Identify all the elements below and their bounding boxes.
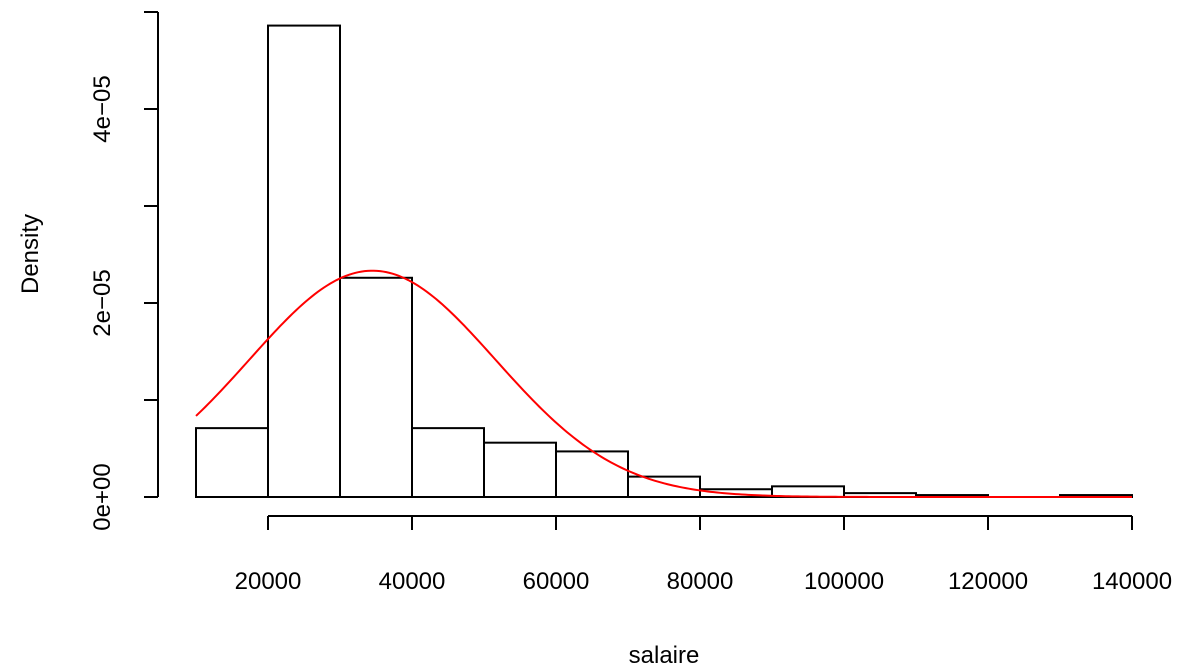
x-tick-label: 20000	[235, 568, 302, 595]
histogram-bar	[267, 24, 341, 499]
y-tick-label: 4e−05	[89, 75, 116, 142]
y-axis: 0e+00 2e−05 4e−05	[89, 11, 159, 531]
histogram-bar	[411, 427, 485, 499]
histogram-bar	[483, 441, 557, 498]
density-curve	[195, 269, 1132, 498]
x-tick-label: 100000	[804, 568, 884, 595]
x-axis-label: salaire	[629, 642, 700, 666]
x-tick-label: 140000	[1092, 568, 1172, 595]
histogram-bars	[195, 24, 1133, 499]
x-tick-label: 40000	[379, 568, 446, 595]
histogram-bar	[555, 450, 629, 499]
x-tick-label: 80000	[667, 568, 734, 595]
y-axis-label: Density	[17, 214, 44, 294]
x-axis: 20000 40000 60000 80000 100000 120000 140000	[235, 515, 1172, 595]
x-tick-label: 120000	[948, 568, 1028, 595]
y-tick-label: 2e−05	[89, 269, 116, 336]
histogram-bar	[627, 475, 701, 499]
x-tick-label: 60000	[523, 568, 590, 595]
histogram-bar	[195, 427, 269, 499]
y-tick-label: 0e+00	[89, 463, 116, 530]
histogram-bar	[339, 276, 413, 498]
